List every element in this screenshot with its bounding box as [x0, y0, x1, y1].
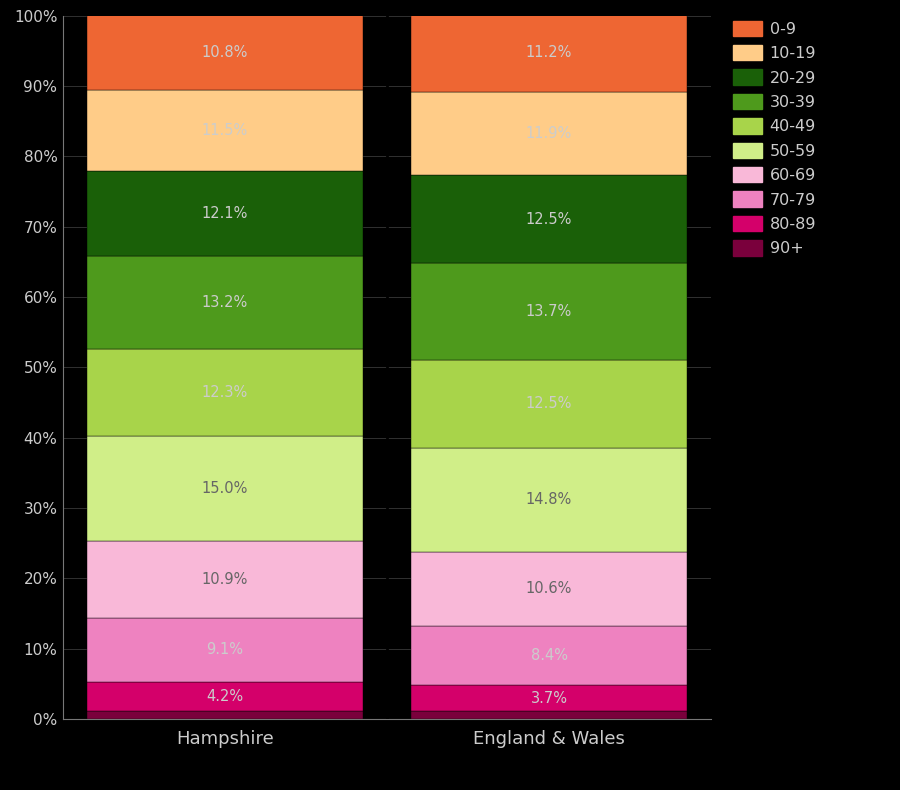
Text: 10.9%: 10.9%: [202, 572, 248, 587]
Bar: [87, 14, 363, 90]
Bar: [87, 256, 363, 349]
Text: 3.7%: 3.7%: [530, 690, 568, 705]
Bar: [87, 435, 363, 541]
Bar: [87, 682, 363, 711]
Text: 12.3%: 12.3%: [202, 385, 248, 400]
Bar: [411, 359, 687, 447]
Bar: [411, 626, 687, 685]
Bar: [411, 13, 687, 92]
Text: 8.4%: 8.4%: [530, 648, 568, 663]
Bar: [411, 685, 687, 711]
Text: 9.1%: 9.1%: [206, 642, 244, 657]
Text: 11.5%: 11.5%: [202, 123, 248, 138]
Text: 13.2%: 13.2%: [202, 295, 248, 310]
Bar: [87, 541, 363, 618]
Bar: [411, 551, 687, 626]
Bar: [411, 92, 687, 175]
Bar: [87, 90, 363, 171]
Text: 12.1%: 12.1%: [202, 206, 248, 221]
Bar: [87, 711, 363, 719]
Bar: [87, 171, 363, 256]
Bar: [411, 175, 687, 263]
Bar: [87, 349, 363, 435]
Text: 14.8%: 14.8%: [526, 492, 572, 507]
Text: 10.6%: 10.6%: [526, 581, 572, 596]
Text: 12.5%: 12.5%: [526, 212, 572, 227]
Text: 11.9%: 11.9%: [526, 126, 572, 141]
Text: 11.2%: 11.2%: [526, 45, 572, 60]
Bar: [87, 618, 363, 682]
Text: 15.0%: 15.0%: [202, 481, 248, 496]
Text: 4.2%: 4.2%: [206, 689, 244, 704]
Bar: [411, 263, 687, 359]
Text: 10.8%: 10.8%: [202, 45, 248, 60]
Text: 12.5%: 12.5%: [526, 396, 572, 411]
Bar: [411, 711, 687, 719]
Bar: [411, 447, 687, 551]
Legend: 0-9, 10-19, 20-29, 30-39, 40-49, 50-59, 60-69, 70-79, 80-89, 90+: 0-9, 10-19, 20-29, 30-39, 40-49, 50-59, …: [728, 16, 821, 261]
Text: 13.7%: 13.7%: [526, 304, 572, 319]
